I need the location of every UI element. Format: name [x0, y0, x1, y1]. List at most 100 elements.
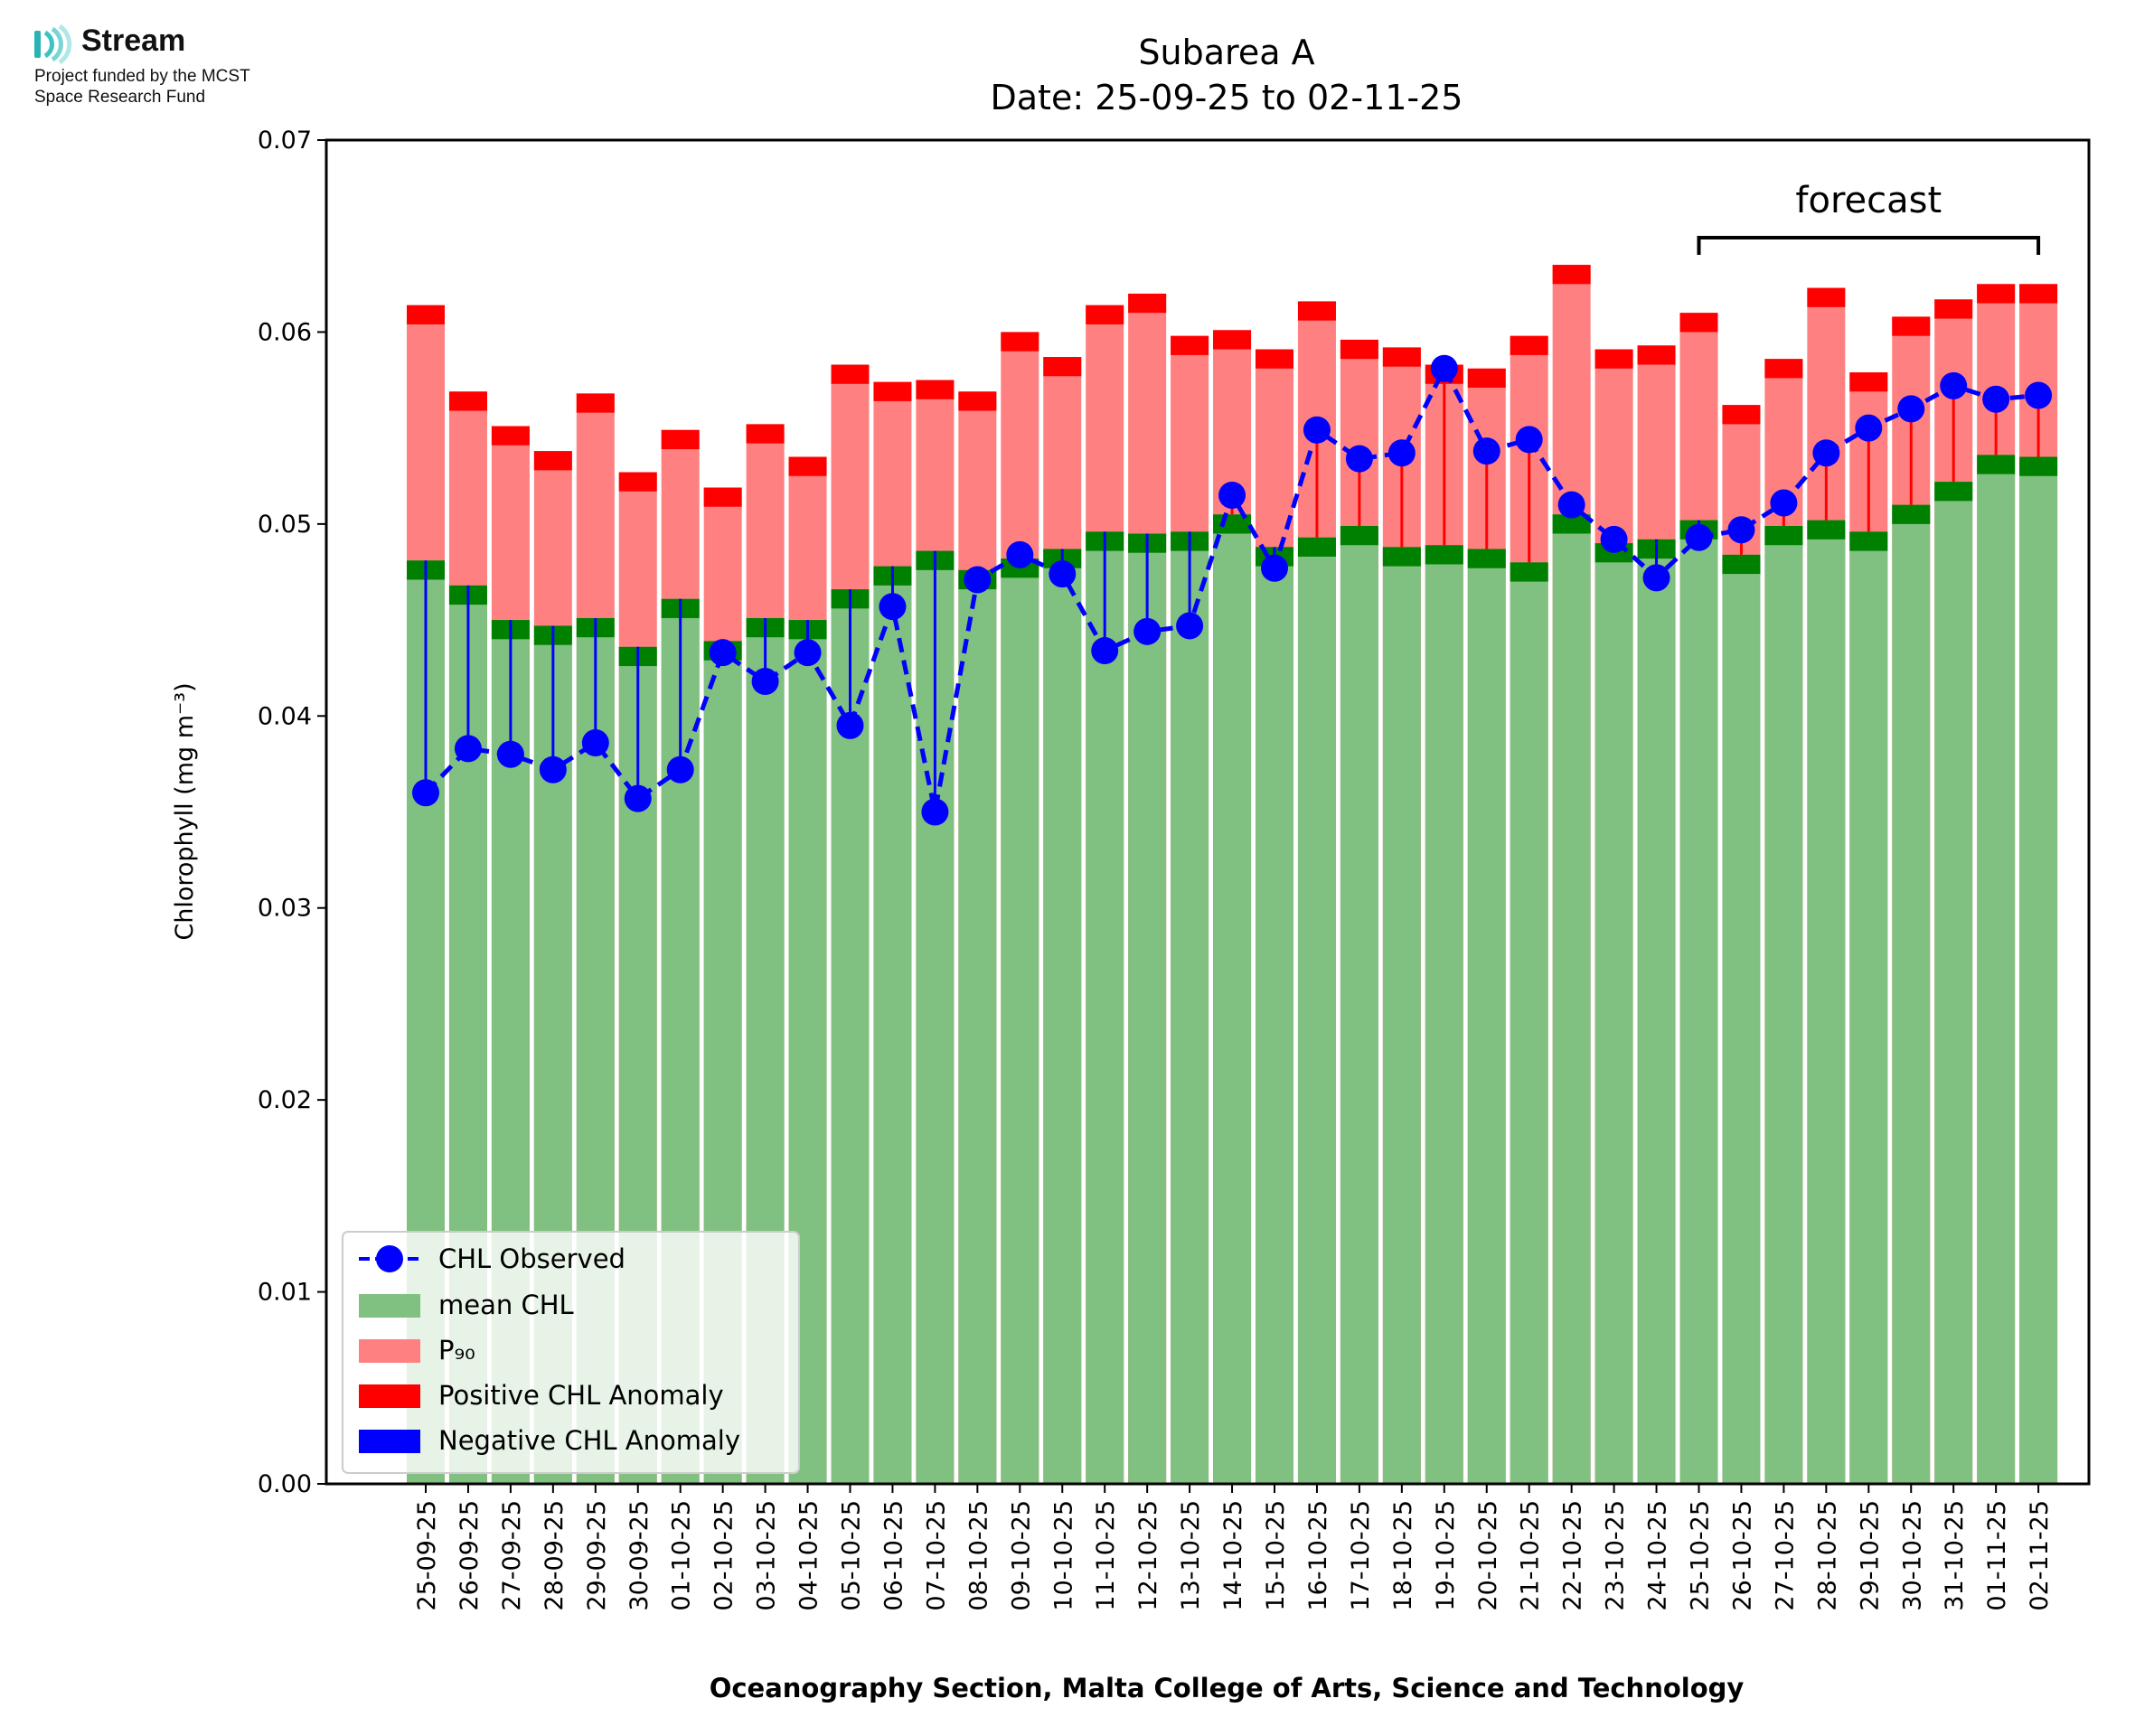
observed-point [454, 735, 482, 763]
mean-bar [1510, 562, 1548, 1484]
observed-point [794, 639, 822, 667]
x-tick-label: 02-11-25 [2026, 1500, 2054, 1611]
observed-point [751, 668, 779, 696]
y-tick-label: 0.01 [258, 1279, 312, 1307]
observed-point [1472, 437, 1500, 465]
x-tick-label: 26-10-25 [1728, 1500, 1756, 1611]
p90-band [1764, 359, 1803, 379]
p90-band [1382, 347, 1421, 367]
mean-band [2019, 456, 2058, 476]
mean-band [1892, 504, 1931, 524]
observed-point [1770, 489, 1798, 517]
p90-band [1849, 372, 1888, 392]
p90-band [1977, 284, 2016, 304]
x-tick-label: 27-09-25 [498, 1500, 526, 1611]
mean-band [1722, 554, 1761, 575]
x-tick-label: 27-10-25 [1771, 1500, 1799, 1611]
mean-band [1467, 549, 1506, 568]
forecast-bracket: forecast [1697, 180, 2041, 255]
mean-bar [1340, 525, 1378, 1484]
mean-bar [1043, 549, 1082, 1484]
mean-bar [1849, 531, 1888, 1485]
observed-point [666, 755, 694, 784]
p90-band [1001, 332, 1039, 352]
x-tick-label: 07-10-25 [922, 1500, 950, 1611]
x-tick-label: 18-10-25 [1389, 1500, 1417, 1611]
x-tick-label: 11-10-25 [1092, 1500, 1120, 1611]
x-tick-label: 04-10-25 [795, 1500, 823, 1611]
y-tick-label: 0.02 [258, 1086, 312, 1114]
observed-point [1345, 445, 1373, 473]
p90-band [448, 391, 487, 411]
p90-band [1637, 345, 1676, 365]
observed-point [1515, 426, 1543, 454]
x-tick-label: 28-09-25 [541, 1500, 569, 1611]
legend-swatch-mean [359, 1294, 420, 1318]
mean-bar [1086, 531, 1124, 1485]
bars-layer [407, 265, 2058, 1485]
mean-band [1510, 562, 1548, 582]
mean-bar [958, 569, 997, 1484]
p90-band [916, 380, 955, 399]
stream-logo-icon [34, 23, 72, 65]
observed-point [1642, 564, 1670, 592]
y-tick-label: 0.07 [258, 127, 312, 155]
legend-label-observed: CHL Observed [438, 1243, 626, 1274]
mean-band [1297, 537, 1336, 557]
mean-bar [2019, 456, 2058, 1485]
x-tick-label: 19-10-25 [1432, 1500, 1460, 1611]
plot-frame [325, 138, 2091, 1486]
legend-box [342, 1231, 800, 1474]
observed-point [964, 566, 992, 594]
observed-point [1049, 560, 1077, 588]
observed-point [1261, 554, 1288, 582]
x-tick-label: 09-10-25 [1007, 1500, 1035, 1611]
x-tick-label: 22-10-25 [1559, 1500, 1587, 1611]
x-tick-label: 31-10-25 [1941, 1500, 1969, 1611]
mean-bar [1807, 520, 1846, 1484]
x-tick-label: 30-10-25 [1898, 1500, 1926, 1611]
p90-band [873, 381, 912, 401]
mean-band [1425, 545, 1463, 565]
observed-series-layer [412, 354, 2053, 826]
x-axis-label: Oceanography Section, Malta College of A… [710, 1673, 1745, 1703]
logo-subtitle-1: Project funded by the MCST [34, 67, 250, 86]
y-tick-label: 0.06 [258, 318, 312, 346]
x-tick-label: 14-10-25 [1219, 1500, 1247, 1611]
x-tick-label: 28-10-25 [1813, 1500, 1841, 1611]
observed-point [709, 639, 737, 667]
mean-band [1807, 520, 1846, 540]
observed-point [412, 779, 439, 807]
mean-bar [1256, 547, 1293, 1484]
mean-bar [1425, 545, 1463, 1484]
p90-band [407, 305, 445, 324]
x-tick-label: 01-11-25 [1983, 1500, 2011, 1611]
mean-band [1382, 547, 1421, 567]
y-axis: 0.00 0.01 0.02 0.03 0.04 0.05 0.06 0.07 [258, 127, 326, 1498]
mean-bar [1213, 514, 1252, 1484]
mean-bar [1297, 537, 1336, 1484]
observed-point [624, 784, 652, 812]
p90-band [1340, 339, 1378, 360]
mean-bar [1382, 547, 1421, 1484]
mean-band [1934, 482, 1973, 502]
y-axis-label: Chlorophyll (mg m⁻³) [171, 682, 199, 940]
mean-band [1552, 514, 1591, 534]
mean-bar [1722, 554, 1761, 1484]
observed-point [921, 798, 949, 826]
observed-point [1133, 617, 1162, 645]
y-tick-label: 0.05 [258, 511, 312, 539]
observed-point [1006, 540, 1034, 568]
legend-label-p90: P₉₀ [438, 1335, 475, 1365]
p90-band [1213, 330, 1252, 350]
y-tick-label: 0.00 [258, 1470, 312, 1498]
p90-band [533, 451, 572, 471]
p90-band [618, 472, 657, 492]
observed-point [2025, 381, 2053, 409]
p90-band [1679, 313, 1718, 333]
p90-band [1807, 287, 1846, 307]
mean-bar [1977, 455, 2016, 1485]
x-tick-label: 24-10-25 [1644, 1500, 1672, 1611]
observed-point [1557, 491, 1585, 519]
p90-band [2019, 284, 2058, 304]
